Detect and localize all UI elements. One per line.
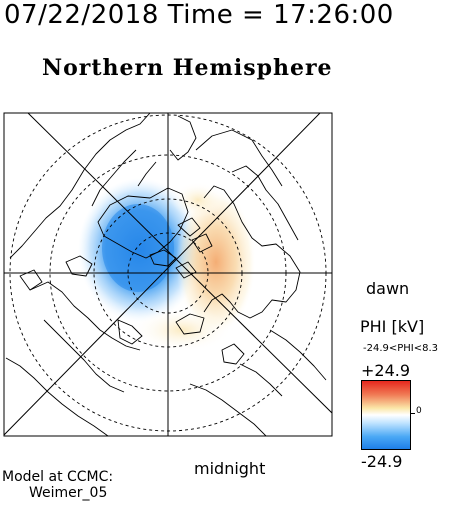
colorbar-zero-tick — [411, 413, 415, 414]
pole-marker — [160, 265, 176, 281]
positive-potential-fringe-top — [172, 182, 224, 218]
colorbar-min-label: -24.9 — [361, 452, 403, 471]
model-name: Weimer_05 — [29, 485, 108, 501]
colorbar-range: -24.9<PHI<8.3 — [363, 343, 439, 354]
dawn-label: dawn — [366, 279, 410, 298]
coastlines — [5, 113, 327, 436]
colorbar — [361, 380, 411, 450]
negative-potential-core — [102, 204, 174, 292]
hemisphere-title: Northern Hemisphere — [42, 55, 333, 81]
model-credit: Model at CCMC: — [2, 469, 114, 485]
map-frame — [3, 112, 333, 437]
colorbar-title: PHI [kV] — [360, 317, 425, 336]
colorbar-max-label: +24.9 — [361, 361, 411, 380]
timestamp-title: 07/22/2018 Time = 17:26:00 — [4, 0, 394, 30]
positive-potential-cell — [176, 190, 256, 334]
positive-potential-fringe — [132, 308, 232, 352]
map-contents — [4, 113, 332, 436]
colorbar-zero-label: 0 — [416, 406, 422, 416]
midnight-label: midnight — [194, 459, 266, 478]
